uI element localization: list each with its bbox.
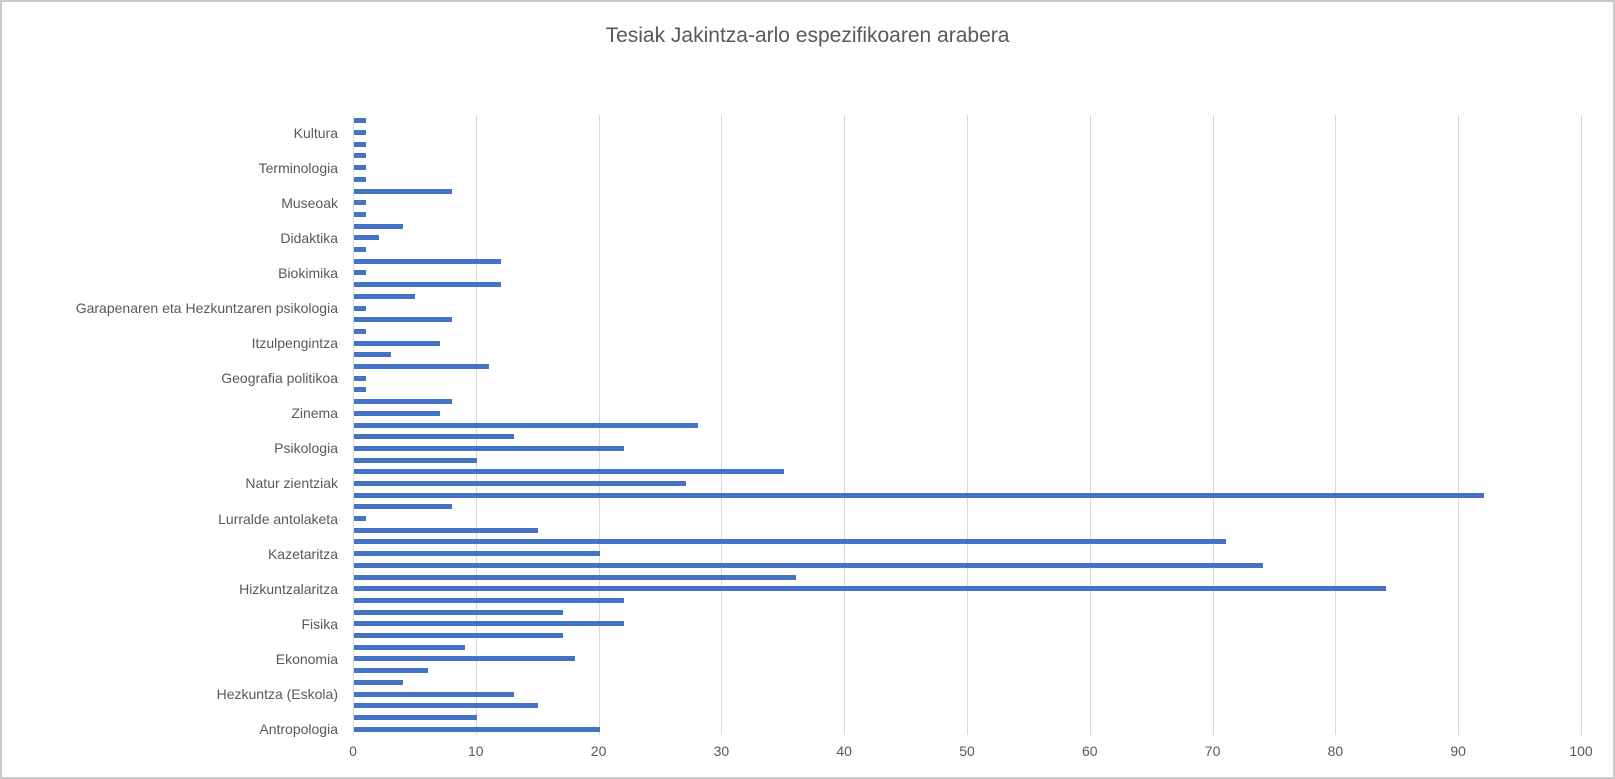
bar bbox=[354, 574, 797, 580]
y-axis-label: Terminologia bbox=[258, 159, 338, 176]
x-axis-tick-label: 70 bbox=[1204, 743, 1221, 759]
bar bbox=[354, 328, 367, 334]
y-axis-label: Antropologia bbox=[259, 721, 338, 738]
y-axis-label: Hizkuntzalaritza bbox=[239, 580, 338, 597]
y-axis-label: Zinema bbox=[291, 405, 338, 422]
bar bbox=[354, 223, 404, 229]
bar bbox=[354, 387, 367, 393]
bar bbox=[354, 141, 367, 147]
bar bbox=[354, 211, 367, 217]
bar bbox=[354, 691, 514, 697]
bar bbox=[354, 703, 539, 709]
bar bbox=[354, 317, 453, 323]
bar bbox=[354, 422, 698, 428]
bar bbox=[354, 176, 367, 182]
bar bbox=[354, 200, 367, 206]
bar bbox=[354, 504, 453, 510]
bar bbox=[354, 399, 453, 405]
x-axis-tick-label: 90 bbox=[1450, 743, 1466, 759]
gridline bbox=[967, 115, 968, 735]
y-axis-label: Didaktika bbox=[280, 229, 338, 246]
x-axis-tick-label: 80 bbox=[1327, 743, 1344, 759]
bar bbox=[354, 492, 1484, 498]
x-axis-tick-label: 100 bbox=[1569, 743, 1593, 759]
bar bbox=[354, 539, 1226, 545]
bar bbox=[354, 527, 539, 533]
bar bbox=[354, 258, 502, 264]
bar bbox=[354, 445, 625, 451]
bar bbox=[354, 340, 440, 346]
bar bbox=[354, 434, 514, 440]
bar bbox=[354, 118, 367, 124]
y-axis-label: Hezkuntza (Eskola) bbox=[216, 686, 338, 703]
gridline bbox=[844, 115, 846, 735]
y-axis-label: Garapenaren eta Hezkuntzaren psikologia bbox=[75, 300, 338, 317]
y-axis-label: Geografia politikoa bbox=[221, 370, 338, 387]
x-axis-tick-label: 60 bbox=[1082, 743, 1098, 759]
gridline bbox=[721, 115, 723, 735]
gridline bbox=[1089, 115, 1091, 735]
bar bbox=[354, 469, 784, 475]
bar bbox=[354, 364, 490, 369]
x-axis-tick-label: 10 bbox=[468, 743, 484, 759]
bar bbox=[354, 726, 600, 732]
bar bbox=[354, 644, 465, 650]
bar bbox=[354, 668, 428, 674]
bar bbox=[354, 165, 367, 171]
bar bbox=[354, 410, 440, 416]
bar bbox=[354, 597, 625, 603]
bar bbox=[354, 247, 367, 253]
bar bbox=[354, 375, 367, 381]
y-axis-label: Itzulpengintza bbox=[251, 335, 338, 352]
bar bbox=[354, 270, 367, 276]
x-axis-tick-label: 30 bbox=[713, 743, 730, 759]
bar bbox=[354, 656, 576, 662]
gridline bbox=[1335, 115, 1337, 735]
bar bbox=[354, 457, 477, 463]
bar bbox=[354, 516, 367, 522]
y-axis-label: Kultura bbox=[293, 124, 338, 141]
bar bbox=[354, 235, 379, 241]
category-axis-line bbox=[353, 115, 354, 735]
bar bbox=[354, 352, 391, 358]
gridline bbox=[1212, 115, 1214, 735]
x-axis-tick-label: 0 bbox=[349, 743, 357, 759]
x-axis-tick-label: 20 bbox=[590, 743, 607, 759]
gridline bbox=[1581, 115, 1582, 735]
bar bbox=[354, 282, 502, 288]
y-axis-label: Biokimika bbox=[278, 264, 338, 281]
bar bbox=[354, 562, 1263, 568]
y-axis-label: Natur zientziak bbox=[245, 475, 338, 492]
bar bbox=[354, 609, 563, 615]
y-axis-label: Psikologia bbox=[274, 440, 338, 457]
chart-title: Tesiak Jakintza-arlo espezifikoaren arab… bbox=[605, 24, 1010, 47]
bar bbox=[354, 551, 600, 557]
y-axis-label: Kazetaritza bbox=[267, 545, 338, 562]
bar bbox=[354, 480, 686, 486]
y-axis-label: Fisika bbox=[301, 615, 338, 632]
x-axis-tick-label: 40 bbox=[836, 743, 852, 759]
y-axis-label: Ekonomia bbox=[275, 650, 338, 667]
bar bbox=[354, 188, 453, 194]
bar bbox=[354, 679, 404, 685]
y-axis-label: Lurralde antolaketa bbox=[218, 510, 338, 527]
bar bbox=[354, 714, 477, 720]
x-axis-tick-label: 50 bbox=[959, 743, 975, 759]
gridline bbox=[1458, 115, 1460, 735]
bar bbox=[354, 633, 563, 639]
bar bbox=[354, 586, 1386, 592]
bar bbox=[354, 305, 367, 311]
bar bbox=[354, 130, 367, 136]
y-axis-label: Museoak bbox=[281, 194, 338, 211]
bar bbox=[354, 621, 625, 627]
bar bbox=[354, 153, 367, 159]
bar bbox=[354, 293, 416, 299]
